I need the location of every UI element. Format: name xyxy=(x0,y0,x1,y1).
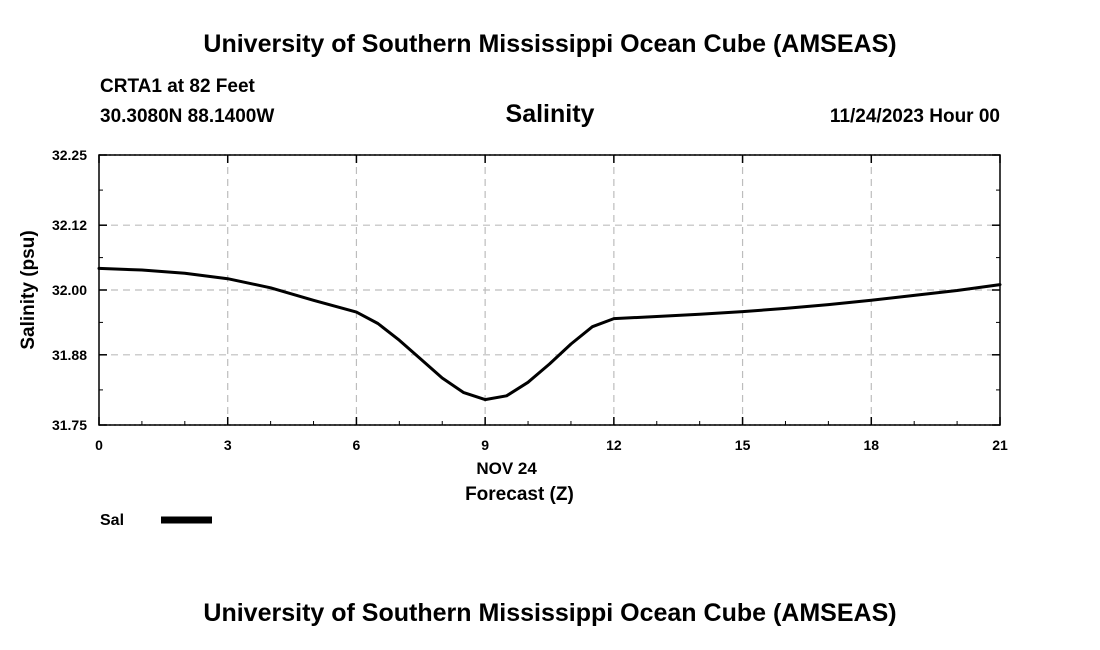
y-tick-label: 31.88 xyxy=(52,347,87,363)
chart-title: Salinity xyxy=(505,100,595,128)
y-axis-label: Salinity (psu) xyxy=(18,230,39,349)
datetime-label: 11/24/2023 Hour 00 xyxy=(829,106,1000,127)
x-tick-label: 3 xyxy=(224,437,232,453)
y-tick-label: 32.25 xyxy=(52,147,87,163)
footer-title: University of Southern Mississippi Ocean… xyxy=(203,599,897,627)
y-tick-label: 32.12 xyxy=(52,217,87,233)
x-tick-label: 18 xyxy=(863,437,879,453)
legend-label: Sal xyxy=(100,512,124,529)
grid xyxy=(99,154,1000,426)
station-label: CRTA1 at 82 Feet xyxy=(100,76,255,97)
x-tick-label: 0 xyxy=(95,437,103,453)
series-line-salinity xyxy=(97,266,1002,402)
x-axis-date-label: NOV 24 xyxy=(476,459,537,478)
y-tick-label: 32.00 xyxy=(52,282,87,298)
coordinates-label: 30.3080N 88.1400W xyxy=(100,106,275,127)
x-tick-label: 6 xyxy=(353,437,361,453)
x-tick-label: 15 xyxy=(735,437,751,453)
axis-ticks: 0 3 6 9 12 15 18 21 31.75 31.88 32.00 32.12 32.25 xyxy=(52,147,1008,453)
y-tick-label: 31.75 xyxy=(52,417,87,433)
series-layer xyxy=(97,266,1002,402)
x-tick-label: 21 xyxy=(992,437,1008,453)
x-tick-label: 9 xyxy=(481,437,489,453)
page-title: University of Southern Mississippi Ocean… xyxy=(203,30,897,58)
x-tick-label: 12 xyxy=(606,437,622,453)
x-axis-label: Forecast (Z) xyxy=(465,484,574,505)
